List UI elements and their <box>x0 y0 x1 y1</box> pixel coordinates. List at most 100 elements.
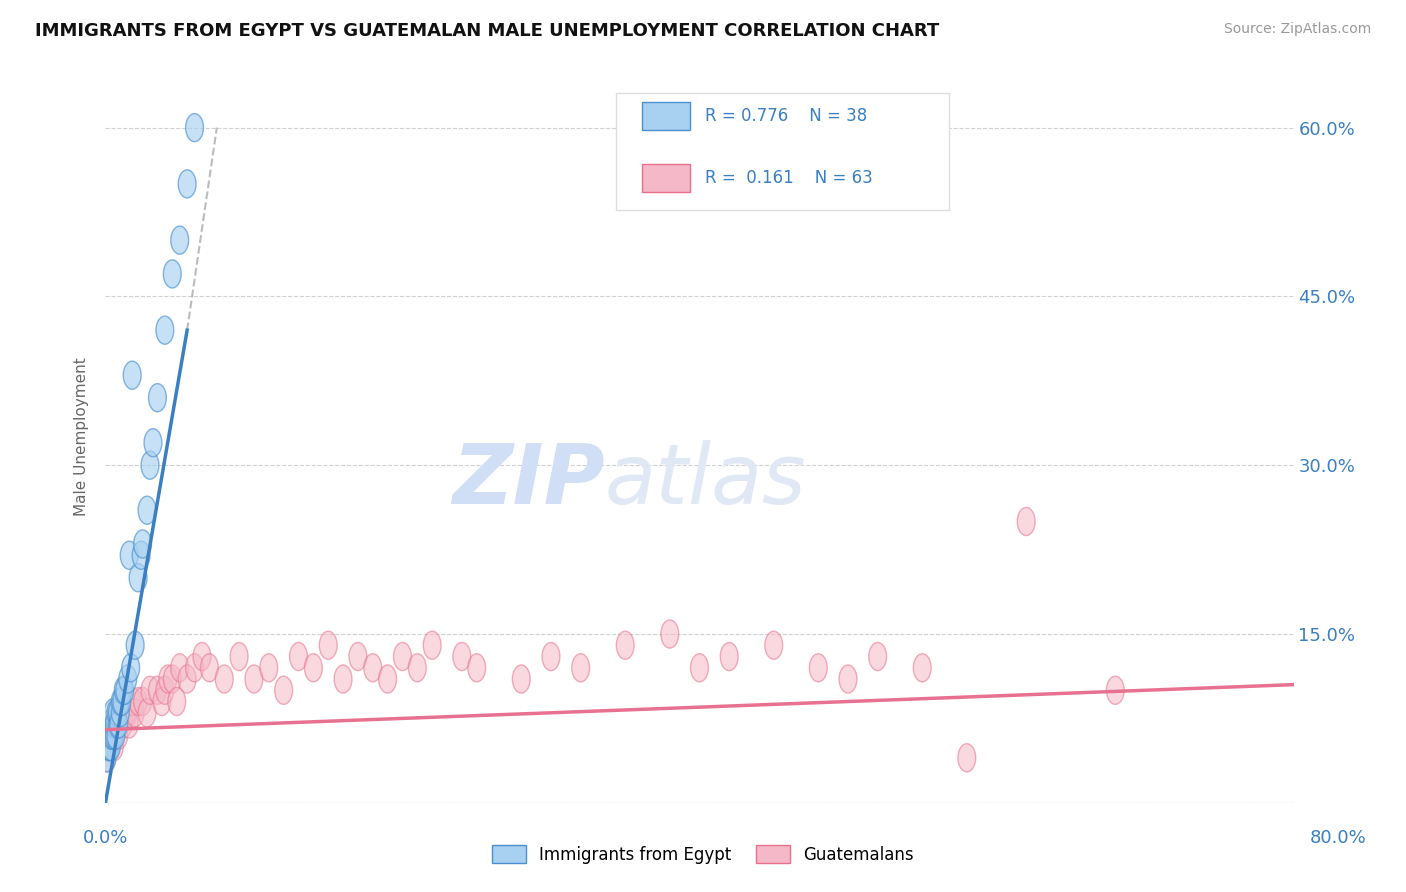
Ellipse shape <box>153 688 170 715</box>
Ellipse shape <box>170 654 188 681</box>
Ellipse shape <box>120 665 136 693</box>
Ellipse shape <box>245 665 263 693</box>
Ellipse shape <box>141 451 159 479</box>
Ellipse shape <box>110 722 128 749</box>
Ellipse shape <box>101 732 120 761</box>
Ellipse shape <box>114 676 132 705</box>
Ellipse shape <box>111 688 129 715</box>
Ellipse shape <box>167 688 186 715</box>
Ellipse shape <box>661 620 679 648</box>
Ellipse shape <box>319 632 337 659</box>
Ellipse shape <box>914 654 931 681</box>
Ellipse shape <box>121 710 138 738</box>
Ellipse shape <box>129 688 148 715</box>
Ellipse shape <box>110 710 128 738</box>
Ellipse shape <box>193 642 211 671</box>
Ellipse shape <box>149 676 166 705</box>
Ellipse shape <box>335 665 352 693</box>
Ellipse shape <box>468 654 485 681</box>
Ellipse shape <box>290 642 308 671</box>
Ellipse shape <box>260 654 278 681</box>
Ellipse shape <box>170 226 188 254</box>
Ellipse shape <box>149 384 166 412</box>
Ellipse shape <box>156 676 174 705</box>
Ellipse shape <box>127 632 143 659</box>
Ellipse shape <box>108 698 127 727</box>
Text: 0.0%: 0.0% <box>83 829 128 847</box>
Ellipse shape <box>100 722 117 749</box>
Ellipse shape <box>129 564 148 591</box>
FancyBboxPatch shape <box>643 164 690 192</box>
Ellipse shape <box>105 722 124 749</box>
Ellipse shape <box>138 698 156 727</box>
Ellipse shape <box>690 654 709 681</box>
Ellipse shape <box>108 710 127 738</box>
Ellipse shape <box>105 732 124 761</box>
Ellipse shape <box>163 665 181 693</box>
Ellipse shape <box>117 698 135 727</box>
Ellipse shape <box>201 654 218 681</box>
Ellipse shape <box>124 688 141 715</box>
Ellipse shape <box>127 698 143 727</box>
Ellipse shape <box>1018 508 1035 535</box>
Ellipse shape <box>156 316 174 344</box>
Ellipse shape <box>839 665 856 693</box>
Ellipse shape <box>186 113 204 142</box>
Ellipse shape <box>104 722 122 749</box>
Ellipse shape <box>179 665 195 693</box>
Text: ZIP: ZIP <box>451 441 605 522</box>
Ellipse shape <box>103 722 121 749</box>
Ellipse shape <box>159 665 177 693</box>
Ellipse shape <box>616 632 634 659</box>
Text: R =  0.161    N = 63: R = 0.161 N = 63 <box>706 169 873 187</box>
Text: IMMIGRANTS FROM EGYPT VS GUATEMALAN MALE UNEMPLOYMENT CORRELATION CHART: IMMIGRANTS FROM EGYPT VS GUATEMALAN MALE… <box>35 22 939 40</box>
Ellipse shape <box>101 710 120 738</box>
Ellipse shape <box>100 732 117 761</box>
Ellipse shape <box>111 698 129 727</box>
Ellipse shape <box>349 642 367 671</box>
Ellipse shape <box>122 654 139 681</box>
Ellipse shape <box>869 642 887 671</box>
Ellipse shape <box>124 361 141 389</box>
Ellipse shape <box>108 710 127 738</box>
Ellipse shape <box>134 688 152 715</box>
Ellipse shape <box>103 722 121 749</box>
Ellipse shape <box>274 676 292 705</box>
FancyBboxPatch shape <box>616 94 949 211</box>
Ellipse shape <box>120 698 136 727</box>
Ellipse shape <box>115 676 134 705</box>
Ellipse shape <box>378 665 396 693</box>
Ellipse shape <box>423 632 441 659</box>
Ellipse shape <box>101 732 120 761</box>
Ellipse shape <box>98 744 115 772</box>
Ellipse shape <box>107 698 125 727</box>
Ellipse shape <box>543 642 560 671</box>
Ellipse shape <box>179 169 195 198</box>
Text: R = 0.776    N = 38: R = 0.776 N = 38 <box>706 107 868 125</box>
Ellipse shape <box>114 710 132 738</box>
Ellipse shape <box>453 642 471 671</box>
Ellipse shape <box>98 744 115 772</box>
Text: Source: ZipAtlas.com: Source: ZipAtlas.com <box>1223 22 1371 37</box>
Ellipse shape <box>104 698 122 727</box>
Ellipse shape <box>215 665 233 693</box>
Ellipse shape <box>957 744 976 772</box>
Ellipse shape <box>104 722 122 749</box>
Ellipse shape <box>105 710 124 738</box>
Ellipse shape <box>572 654 589 681</box>
Ellipse shape <box>112 688 131 715</box>
Ellipse shape <box>305 654 322 681</box>
Ellipse shape <box>107 722 125 749</box>
Ellipse shape <box>186 654 204 681</box>
Ellipse shape <box>720 642 738 671</box>
Ellipse shape <box>163 260 181 288</box>
Ellipse shape <box>138 496 156 524</box>
Ellipse shape <box>103 732 121 761</box>
Ellipse shape <box>231 642 247 671</box>
Ellipse shape <box>134 530 152 558</box>
Ellipse shape <box>364 654 381 681</box>
Ellipse shape <box>141 676 159 705</box>
Ellipse shape <box>100 732 117 761</box>
Ellipse shape <box>810 654 827 681</box>
Text: atlas: atlas <box>605 441 806 522</box>
